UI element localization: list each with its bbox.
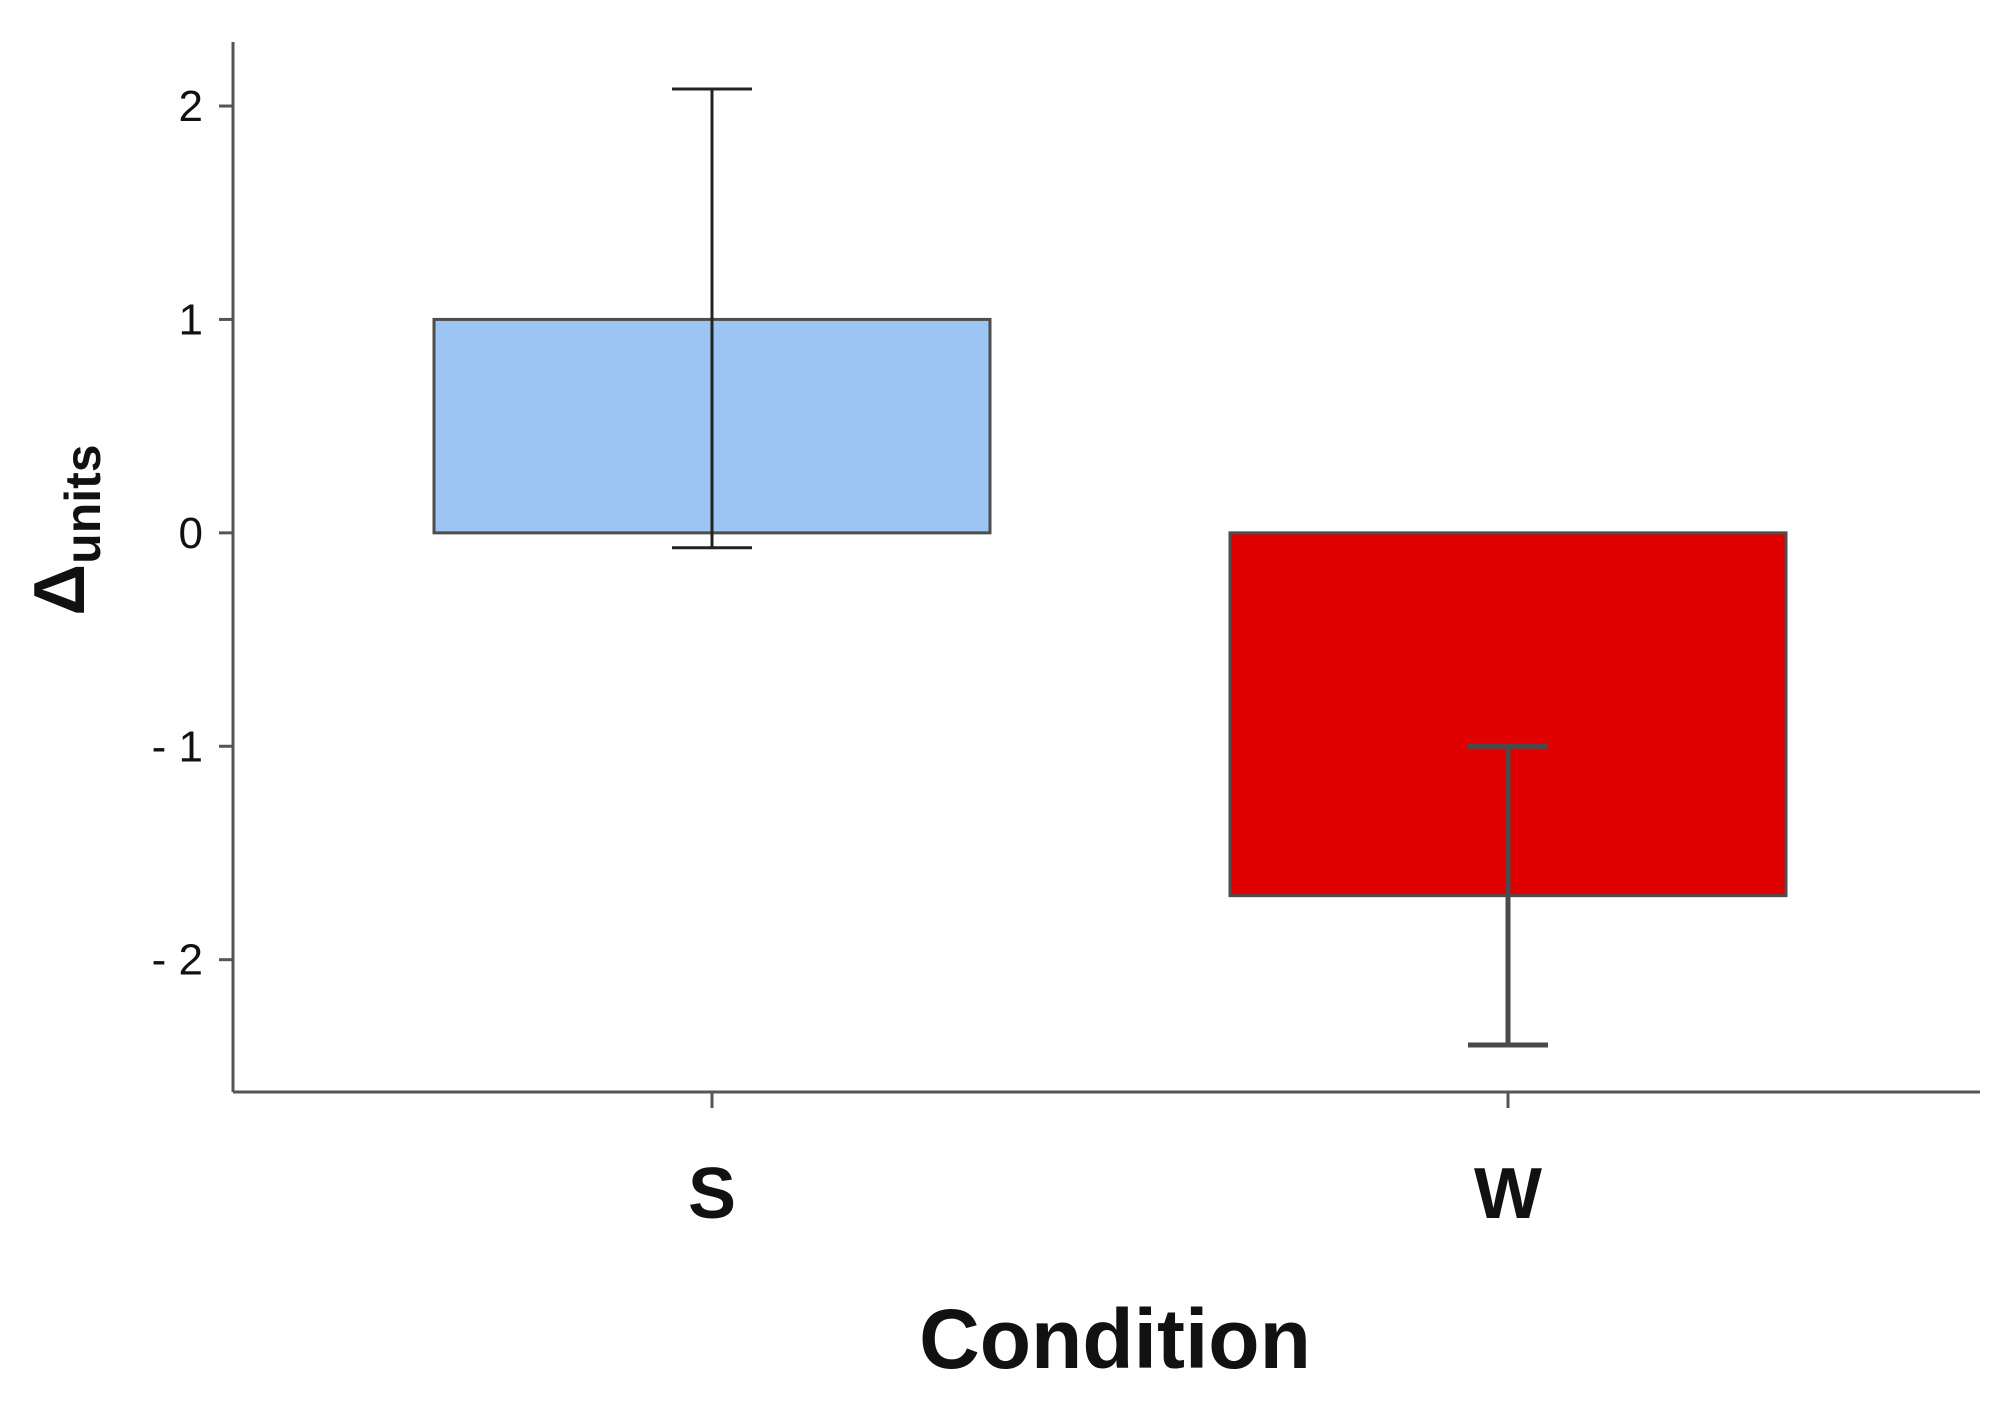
bars <box>432 317 1788 898</box>
error-bars <box>672 87 1548 1048</box>
x-tick-label-s: S <box>688 1154 736 1234</box>
y-axis-title: Δunits <box>20 444 111 615</box>
x-tick-label-w: W <box>1474 1154 1542 1234</box>
y-tick-label: 0 <box>179 509 203 558</box>
y-tick-label: 2 <box>179 82 203 131</box>
y-axis-title-main: Δ <box>20 564 100 616</box>
y-tick-label: - 1 <box>152 722 203 771</box>
y-axis-title-subscript: units <box>55 444 111 563</box>
x-axis-title: Condition <box>919 1292 1311 1386</box>
y-tick-label: 1 <box>179 295 203 344</box>
labels: 2 1 0 - 1 - 2 S W <box>152 82 1542 1234</box>
axes <box>219 42 1980 1108</box>
y-tick-label: - 2 <box>152 936 203 985</box>
